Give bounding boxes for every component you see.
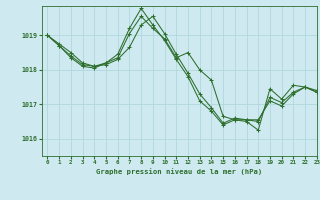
- X-axis label: Graphe pression niveau de la mer (hPa): Graphe pression niveau de la mer (hPa): [96, 168, 262, 175]
